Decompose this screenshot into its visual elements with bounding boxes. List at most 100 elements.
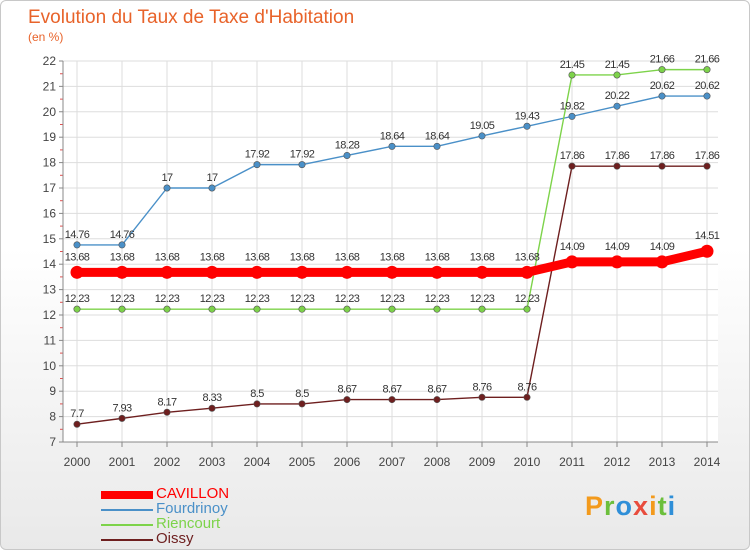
y-tick-label: 16 bbox=[43, 206, 57, 220]
data-point-riencourt bbox=[433, 305, 441, 313]
data-label-cavillon: 13.68 bbox=[515, 251, 540, 263]
data-label-oissy: 17.86 bbox=[605, 150, 630, 162]
y-tick-label: 20 bbox=[43, 105, 57, 119]
data-point-oissy bbox=[478, 393, 486, 401]
x-tick-label: 2000 bbox=[64, 455, 91, 469]
data-point-riencourt bbox=[568, 71, 576, 79]
x-tick-label: 2006 bbox=[334, 455, 361, 469]
data-label-riencourt: 12.23 bbox=[200, 293, 225, 305]
data-label-cavillon: 14.51 bbox=[695, 230, 720, 242]
data-label-oissy: 17.86 bbox=[560, 150, 585, 162]
data-label-oissy: 17.86 bbox=[695, 150, 720, 162]
data-point-riencourt bbox=[118, 305, 126, 313]
data-point-fourdrinoy bbox=[118, 241, 126, 249]
data-label-oissy: 8.33 bbox=[202, 392, 221, 404]
data-point-riencourt bbox=[703, 66, 711, 74]
data-point-cavillon bbox=[430, 265, 444, 279]
data-point-oissy bbox=[208, 404, 216, 412]
data-label-oissy: 17.86 bbox=[650, 150, 675, 162]
data-point-riencourt bbox=[73, 305, 81, 313]
data-point-riencourt bbox=[613, 71, 621, 79]
data-point-oissy bbox=[658, 162, 666, 170]
data-label-oissy: 8.67 bbox=[337, 384, 356, 396]
data-label-fourdrinoy: 20.62 bbox=[650, 80, 675, 92]
legend-label: Fourdrinoy bbox=[156, 500, 228, 517]
data-label-cavillon: 13.68 bbox=[245, 251, 270, 263]
data-point-oissy bbox=[253, 400, 261, 408]
x-tick-label: 2014 bbox=[694, 455, 721, 469]
data-point-cavillon bbox=[160, 265, 174, 279]
data-label-fourdrinoy: 20.62 bbox=[695, 80, 720, 92]
y-tick-label: 17 bbox=[43, 181, 57, 195]
x-tick-label: 2002 bbox=[154, 455, 181, 469]
data-point-oissy bbox=[433, 396, 441, 404]
x-tick-label: 2013 bbox=[649, 455, 676, 469]
data-point-fourdrinoy bbox=[208, 184, 216, 192]
data-point-fourdrinoy bbox=[388, 142, 396, 150]
data-label-riencourt: 12.23 bbox=[470, 293, 495, 305]
data-label-riencourt: 12.23 bbox=[155, 293, 180, 305]
logo-letter: r bbox=[604, 491, 616, 521]
data-label-cavillon: 13.68 bbox=[470, 251, 495, 263]
data-point-cavillon bbox=[250, 265, 264, 279]
data-label-riencourt: 12.23 bbox=[110, 293, 135, 305]
data-point-riencourt bbox=[208, 305, 216, 313]
y-tick-label: 13 bbox=[43, 283, 57, 297]
data-label-riencourt: 12.23 bbox=[245, 293, 270, 305]
x-tick-label: 2011 bbox=[559, 455, 585, 469]
data-point-oissy bbox=[118, 414, 126, 422]
data-point-fourdrinoy bbox=[658, 92, 666, 100]
data-label-oissy: 8.76 bbox=[472, 381, 491, 393]
data-label-cavillon: 13.68 bbox=[425, 251, 450, 263]
data-label-cavillon: 14.09 bbox=[560, 241, 585, 253]
data-label-fourdrinoy: 17 bbox=[206, 172, 218, 184]
data-point-oissy bbox=[388, 396, 396, 404]
x-tick-label: 2010 bbox=[514, 455, 541, 469]
y-tick-label: 15 bbox=[43, 232, 57, 246]
proxiti-logo: Proxiti bbox=[585, 491, 676, 522]
data-label-cavillon: 13.68 bbox=[110, 251, 135, 263]
data-point-oissy bbox=[298, 400, 306, 408]
y-tick-label: 7 bbox=[49, 435, 56, 449]
data-label-oissy: 8.76 bbox=[517, 381, 536, 393]
data-point-riencourt bbox=[478, 305, 486, 313]
x-tick-label: 2001 bbox=[109, 455, 136, 469]
data-label-oissy: 8.67 bbox=[382, 384, 401, 396]
legend-label: Riencourt bbox=[156, 515, 221, 532]
data-point-cavillon bbox=[70, 265, 84, 279]
data-label-fourdrinoy: 19.05 bbox=[470, 120, 495, 132]
data-label-riencourt: 21.45 bbox=[560, 59, 585, 71]
chart-title: Evolution du Taux de Taxe d'Habitation bbox=[28, 7, 355, 28]
data-label-cavillon: 14.09 bbox=[605, 241, 630, 253]
data-label-fourdrinoy: 18.28 bbox=[335, 139, 360, 151]
data-point-cavillon bbox=[520, 265, 534, 279]
data-point-riencourt bbox=[253, 305, 261, 313]
data-point-riencourt bbox=[523, 305, 531, 313]
data-label-fourdrinoy: 19.82 bbox=[560, 100, 585, 112]
logo-letter: i bbox=[667, 491, 677, 521]
unit-label: (en %) bbox=[28, 30, 64, 44]
data-label-oissy: 8.5 bbox=[295, 388, 309, 400]
data-point-fourdrinoy bbox=[703, 92, 711, 100]
y-tick-label: 21 bbox=[43, 79, 57, 93]
data-label-riencourt: 12.23 bbox=[335, 293, 360, 305]
data-point-oissy bbox=[73, 420, 81, 428]
legend-swatch bbox=[101, 491, 153, 499]
y-tick-label: 19 bbox=[43, 130, 57, 144]
y-tick-label: 8 bbox=[49, 410, 56, 424]
x-tick-label: 2009 bbox=[469, 455, 496, 469]
data-point-riencourt bbox=[163, 305, 171, 313]
data-label-cavillon: 14.09 bbox=[650, 241, 675, 253]
y-tick-label: 11 bbox=[44, 333, 57, 347]
data-point-fourdrinoy bbox=[613, 102, 621, 110]
y-tick-label: 18 bbox=[43, 156, 57, 170]
data-point-fourdrinoy bbox=[253, 161, 261, 169]
data-point-riencourt bbox=[343, 305, 351, 313]
data-point-fourdrinoy bbox=[73, 241, 81, 249]
logo-letter: t bbox=[657, 491, 668, 521]
data-point-fourdrinoy bbox=[523, 122, 531, 130]
data-point-riencourt bbox=[388, 305, 396, 313]
legend-label: CAVILLON bbox=[156, 485, 230, 502]
data-label-cavillon: 13.68 bbox=[335, 251, 360, 263]
